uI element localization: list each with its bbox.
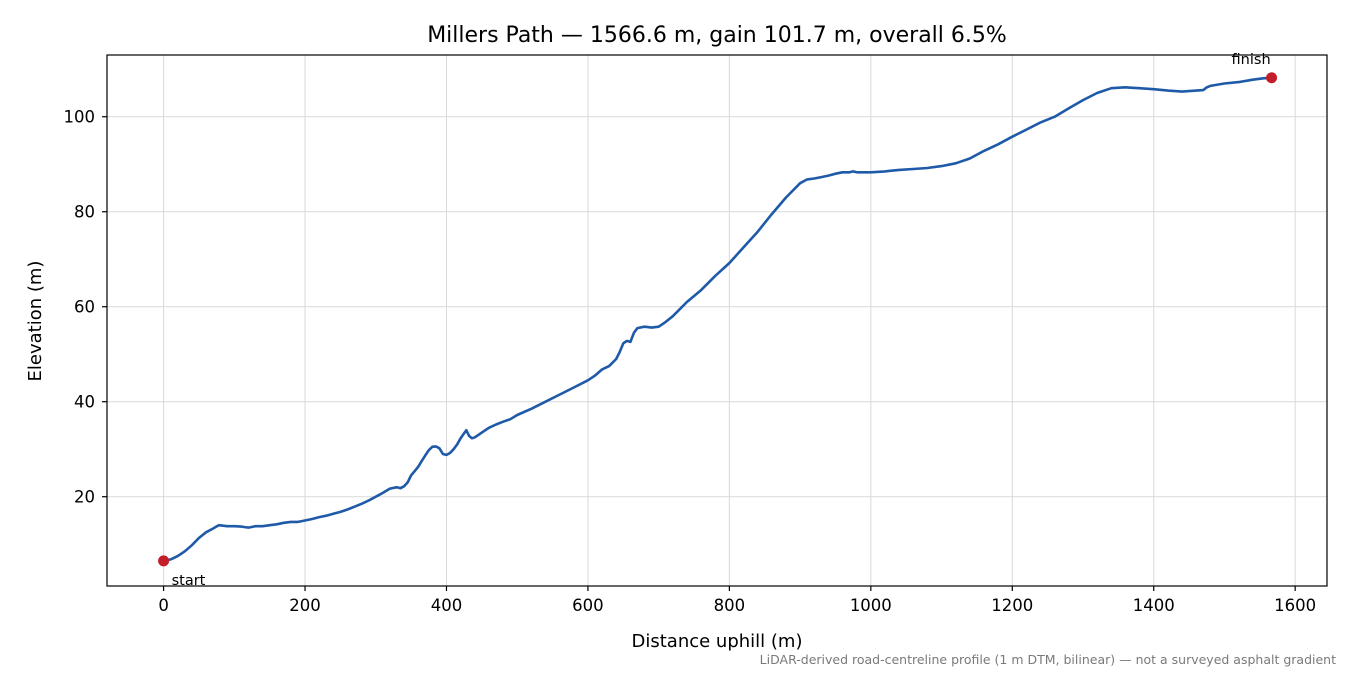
y-tick-label: 100 [64,108,96,127]
y-tick-label: 80 [74,203,95,222]
elevation-line [162,76,1273,563]
x-tick-label: 1200 [991,596,1033,615]
y-axis-ticks: 20 40 60 80 100 [64,108,107,507]
markers-layer: start finish [158,52,1278,589]
chart-title: Millers Path — 1566.6 m, gain 101.7 m, o… [427,23,1007,48]
finish-label: finish [1232,52,1271,68]
footnote: LiDAR-derived road-centreline profile (1… [760,652,1336,667]
plot-frame [106,54,1328,587]
y-tick-label: 40 [74,393,95,412]
y-tick-label: 60 [74,298,95,317]
y-tick-label: 20 [74,488,95,507]
start-marker [158,555,170,567]
y-axis-label: Elevation (m) [25,261,46,382]
x-tick-label: 1000 [850,596,892,615]
x-tick-label: 1600 [1274,596,1316,615]
x-tick-label: 600 [572,596,604,615]
x-axis-ticks: 0 200 400 600 800 1000 1200 1400 1600 [158,586,1316,615]
series-layer [162,76,1273,563]
x-tick-label: 400 [431,596,463,615]
x-tick-label: 0 [158,596,169,615]
grid [107,55,1327,586]
x-tick-label: 1400 [1133,596,1175,615]
x-tick-label: 800 [714,596,746,615]
finish-marker [1266,72,1278,84]
x-axis-label: Distance uphill (m) [632,631,803,652]
start-label: start [172,573,206,589]
x-tick-label: 200 [289,596,321,615]
